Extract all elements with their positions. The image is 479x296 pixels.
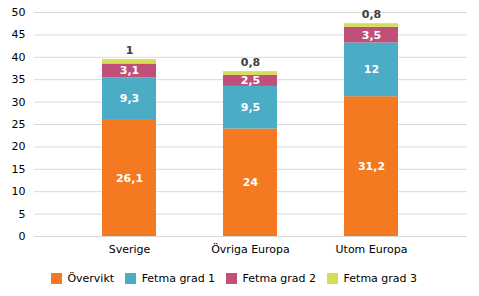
svg-text:12: 12 [364,63,379,76]
svg-text:20: 20 [12,140,26,153]
svg-text:0,8: 0,8 [241,56,261,69]
svg-text:45: 45 [12,28,26,41]
html-text:Fetma grad 2: Fetma grad 2 [242,272,317,285]
svg-text:26,1: 26,1 [116,172,143,185]
svg-text:50: 50 [12,6,26,19]
svg-text:1: 1 [126,44,134,57]
html-text:Fetma grad 3: Fetma grad 3 [343,272,418,285]
svg-text:0: 0 [19,230,26,243]
svg-text:9,3: 9,3 [120,92,140,105]
svg-text:Övriga Europa: Övriga Europa [211,243,290,256]
svg-text:Utom Europa: Utom Europa [336,243,408,256]
svg-text:40: 40 [12,51,26,64]
svg-text:24: 24 [243,176,259,189]
svg-text:15: 15 [12,163,26,176]
svg-text:3,5: 3,5 [362,29,382,42]
svg-text:Sverige: Sverige [109,243,151,256]
html-text:Fetma grad 1: Fetma grad 1 [141,272,216,285]
svg-text:31,2: 31,2 [358,160,385,173]
html-text:Övervikt: Övervikt [67,272,115,285]
svg-text:30: 30 [12,96,26,109]
svg-text:3,1: 3,1 [120,64,140,77]
svg-text:10: 10 [12,185,26,198]
svg-text:0,8: 0,8 [362,8,382,21]
svg-text:35: 35 [12,73,26,86]
svg-text:9,5: 9,5 [241,101,261,114]
svg-text:2,5: 2,5 [241,74,261,87]
svg-text:25: 25 [12,118,26,131]
svg-text:5: 5 [19,208,26,221]
